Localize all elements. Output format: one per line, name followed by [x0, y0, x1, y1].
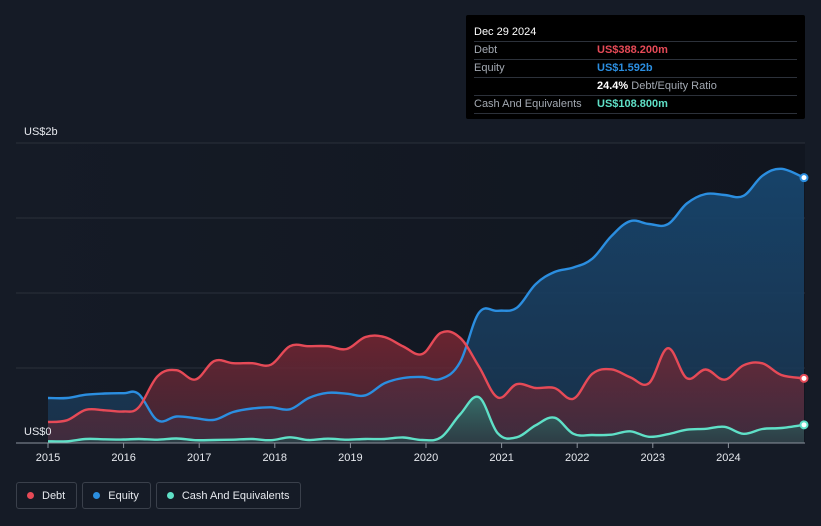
tooltip-debt-value: US$388.200m	[597, 44, 668, 56]
tooltip-row-debt: Debt US$388.200m	[474, 41, 797, 59]
tooltip-panel: Dec 29 2024 Debt US$388.200m Equity US$1…	[466, 15, 805, 119]
tooltip-row-cash: Cash And Equivalents US$108.800m	[474, 95, 797, 114]
x-tick-label-2016: 2016	[111, 452, 135, 464]
tooltip-cash-label: Cash And Equivalents	[474, 98, 582, 110]
series-areas	[48, 168, 804, 443]
tooltip-row-equity: Equity US$1.592b	[474, 59, 797, 77]
legend-label-cash: Cash And Equivalents	[181, 489, 290, 502]
x-tick-label-2024: 2024	[716, 452, 740, 464]
legend-item-cash[interactable]: Cash And Equivalents	[155, 482, 302, 509]
chart-legend: Debt Equity Cash And Equivalents	[16, 482, 302, 509]
tooltip-equity-value: US$1.592b	[597, 62, 653, 74]
x-tick-label-2018: 2018	[263, 452, 287, 464]
debt-area	[48, 331, 804, 443]
x-tick-label-2023: 2023	[641, 452, 665, 464]
x-tick-label-2017: 2017	[187, 452, 211, 464]
x-tick-label-2019: 2019	[338, 452, 362, 464]
tooltip-row-ratio: 24.4% Debt/Equity Ratio	[474, 77, 797, 95]
debt-end-marker	[799, 373, 809, 383]
x-tick-label-2015: 2015	[36, 452, 60, 464]
y-axis-bottom-label: US$0	[24, 426, 52, 438]
tooltip-debt-label: Debt	[474, 44, 498, 56]
tooltip-ratio-value: 24.4%	[597, 80, 629, 92]
series-end-markers	[799, 173, 809, 430]
legend-item-equity[interactable]: Equity	[82, 482, 151, 509]
legend-dot-equity	[93, 492, 101, 499]
legend-dot-debt	[27, 492, 34, 499]
tooltip-cash-value: US$108.800m	[597, 98, 668, 110]
y-axis-top-label: US$2b	[24, 126, 58, 138]
legend-item-debt[interactable]: Debt	[16, 482, 78, 509]
cash-and-equivalents-end-marker	[799, 420, 809, 430]
legend-dot-cash	[166, 492, 174, 499]
series-lines	[47, 167, 805, 443]
x-axis-ticks: 2015 2016 2017 2018 2019 2020 2021 2022 2023 2024	[36, 443, 741, 464]
tooltip-date: Dec 29 2024	[474, 26, 537, 38]
cash-and-equivalents-line	[47, 395, 805, 443]
legend-label-debt: Debt	[42, 489, 66, 502]
tooltip-ratio-label: Debt/Equity Ratio	[631, 80, 717, 92]
debt-line	[47, 330, 805, 424]
legend-label-equity: Equity	[108, 489, 139, 502]
cash-and-equivalents-area	[48, 396, 804, 443]
equity-line	[47, 167, 805, 423]
tooltip-equity-label: Equity	[474, 62, 505, 74]
x-tick-label-2022: 2022	[565, 452, 589, 464]
x-tick-label-2020: 2020	[414, 452, 438, 464]
x-tick-label-2021: 2021	[489, 452, 513, 464]
equity-end-marker	[799, 173, 809, 183]
